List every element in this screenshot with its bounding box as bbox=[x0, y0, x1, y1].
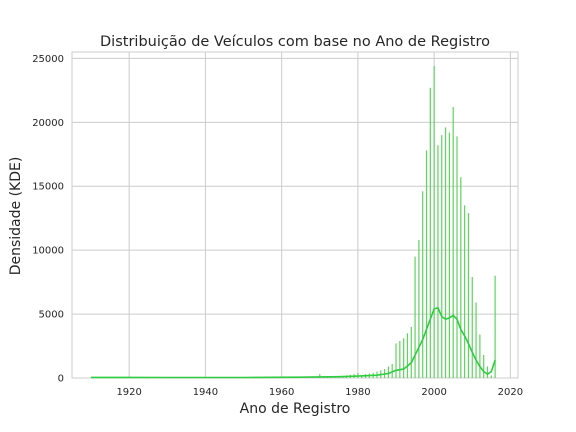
histogram-bar bbox=[467, 213, 470, 378]
x-axis-ticks: 1920 1940 1960 1980 2000 2020 bbox=[116, 387, 523, 398]
histogram-bar bbox=[483, 354, 485, 378]
histogram-bar bbox=[319, 374, 321, 378]
x-tick-label: 1940 bbox=[193, 387, 218, 398]
histogram-bar bbox=[410, 326, 412, 378]
bar-series bbox=[90, 66, 496, 379]
x-tick-label: 1920 bbox=[116, 387, 141, 398]
histogram-bar bbox=[391, 363, 393, 378]
histogram-bar bbox=[433, 66, 435, 378]
y-tick-label: 25000 bbox=[32, 54, 64, 65]
histogram-bar bbox=[471, 277, 473, 378]
y-tick-label: 20000 bbox=[32, 118, 64, 129]
y-axis-label: Densidade (KDE) bbox=[8, 157, 24, 276]
histogram-bar bbox=[425, 150, 428, 378]
kde-series bbox=[91, 306, 496, 379]
histogram-bar bbox=[456, 136, 458, 378]
histogram-bar bbox=[452, 106, 454, 379]
histogram-bar bbox=[403, 338, 405, 378]
y-tick-label: 0 bbox=[58, 374, 64, 385]
histogram-bar bbox=[460, 177, 462, 378]
histogram-bar bbox=[494, 275, 496, 378]
histogram-bar bbox=[406, 333, 409, 378]
histogram-bar bbox=[464, 205, 466, 378]
histogram-bar bbox=[422, 191, 424, 378]
y-tick-label: 5000 bbox=[39, 310, 64, 321]
histogram-bar bbox=[448, 132, 450, 378]
y-tick-label: 10000 bbox=[32, 246, 64, 257]
histogram-bar bbox=[395, 343, 397, 378]
histogram-bar bbox=[479, 334, 481, 378]
y-tick-label: 15000 bbox=[32, 182, 64, 193]
x-tick-label: 1960 bbox=[269, 387, 294, 398]
histogram-bar bbox=[414, 256, 416, 378]
histogram-bar bbox=[361, 375, 363, 378]
plot-area bbox=[71, 51, 519, 379]
x-tick-label: 1980 bbox=[345, 387, 370, 398]
histogram-bar bbox=[429, 87, 431, 378]
chart-title: Distribuição de Veículos com base no Ano… bbox=[100, 34, 490, 50]
histogram-bar bbox=[441, 135, 443, 378]
y-axis-ticks: 0 5000 10000 15000 20000 25000 bbox=[32, 54, 64, 385]
x-axis-label: Ano de Registro bbox=[240, 401, 351, 417]
histogram-bar bbox=[486, 366, 489, 378]
histogram-bar bbox=[387, 366, 389, 378]
histogram-bar bbox=[490, 375, 492, 378]
kde-line bbox=[91, 306, 496, 379]
histogram-bar bbox=[444, 127, 447, 378]
histogram-bar bbox=[475, 302, 477, 378]
histogram-bar bbox=[437, 145, 439, 378]
x-tick-label: 2000 bbox=[421, 387, 446, 398]
histogram-bar bbox=[90, 377, 92, 378]
histogram-bar bbox=[418, 239, 420, 378]
histogram-bar bbox=[399, 340, 401, 378]
x-tick-label: 2020 bbox=[498, 387, 523, 398]
